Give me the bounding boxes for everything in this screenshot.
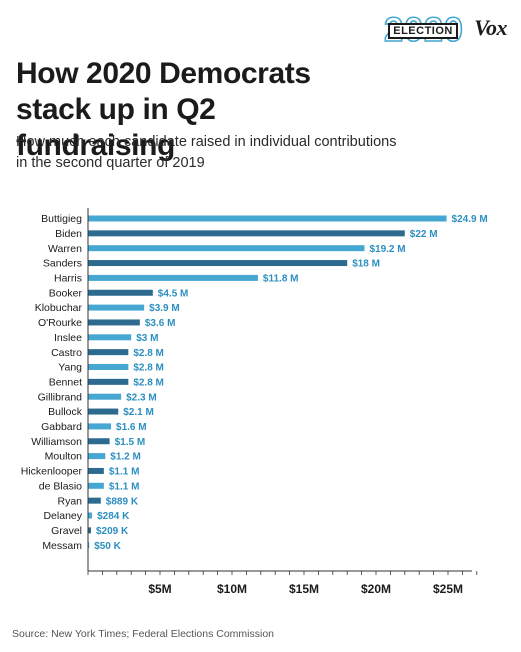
data-label: $889 K bbox=[106, 496, 139, 507]
category-label: Gabbard bbox=[41, 421, 82, 433]
category-label: O'Rourke bbox=[38, 317, 82, 329]
chart-subtitle: How much each candidate raised in indivi… bbox=[16, 134, 397, 171]
bar bbox=[88, 289, 153, 296]
data-label: $2.8 M bbox=[133, 363, 164, 374]
bar bbox=[88, 438, 110, 445]
bar bbox=[88, 304, 145, 311]
category-label: Ryan bbox=[57, 495, 82, 507]
logo-2020: 2020 ELECTION bbox=[382, 10, 466, 46]
x-tick-label: $25M bbox=[433, 582, 463, 596]
data-label: $3.6 M bbox=[145, 318, 176, 329]
category-label: Hickenlooper bbox=[21, 466, 83, 478]
data-label: $2.8 M bbox=[133, 377, 164, 388]
vox-logo: Vox bbox=[474, 15, 507, 40]
data-label: $2.3 M bbox=[126, 392, 157, 403]
data-label: $1.1 M bbox=[109, 467, 140, 478]
category-label: Gravel bbox=[51, 525, 82, 537]
bar bbox=[88, 527, 92, 534]
category-label: Biden bbox=[55, 228, 82, 240]
data-label: $11.8 M bbox=[263, 274, 299, 285]
x-tick-label: $20M bbox=[361, 582, 391, 596]
logo-election-word: ELECTION bbox=[388, 23, 458, 39]
bar bbox=[88, 467, 104, 474]
category-label: Sanders bbox=[43, 258, 82, 270]
data-label: $22 M bbox=[410, 229, 438, 240]
category-label: Inslee bbox=[54, 332, 82, 344]
category-label: Gillibrand bbox=[38, 391, 83, 403]
data-label: $2.8 M bbox=[133, 348, 164, 359]
bar bbox=[88, 215, 447, 222]
data-label: $24.9 M bbox=[452, 214, 488, 225]
data-label: $1.5 M bbox=[115, 437, 146, 448]
data-label: $4.5 M bbox=[158, 288, 189, 299]
data-label: $1.2 M bbox=[110, 452, 141, 463]
category-label: Warren bbox=[48, 243, 82, 255]
category-label: Buttigieg bbox=[41, 213, 82, 225]
category-label: Delaney bbox=[43, 510, 82, 522]
data-label: $3.9 M bbox=[149, 303, 180, 314]
category-label: Messam bbox=[42, 540, 82, 552]
category-label: Yang bbox=[58, 362, 82, 374]
data-label: $209 K bbox=[96, 526, 129, 537]
category-label: Williamson bbox=[31, 436, 82, 448]
data-label: $284 K bbox=[97, 511, 130, 522]
election-logo: 2020 ELECTION Vox bbox=[382, 10, 508, 46]
bar-chart: Buttigieg $24.9 M Biden $22 M Warren $19.2 M S… bbox=[21, 208, 488, 596]
category-label: de Blasio bbox=[39, 480, 82, 492]
bar bbox=[88, 230, 405, 237]
category-label: Bennet bbox=[49, 376, 82, 388]
bar bbox=[88, 378, 129, 385]
x-tick-label: $5M bbox=[148, 582, 171, 596]
bar bbox=[88, 319, 140, 326]
bar bbox=[88, 274, 258, 281]
bar bbox=[88, 423, 112, 430]
x-tick-label: $15M bbox=[289, 582, 319, 596]
category-label: Moulton bbox=[45, 451, 83, 463]
bar bbox=[88, 349, 129, 356]
data-label: $1.6 M bbox=[116, 422, 147, 433]
bar bbox=[88, 408, 119, 415]
bar bbox=[88, 512, 93, 519]
category-label: Bullock bbox=[48, 406, 83, 418]
bar bbox=[88, 497, 101, 504]
data-label: $19.2 M bbox=[369, 244, 405, 255]
data-label: $3 M bbox=[136, 333, 158, 344]
bar bbox=[88, 453, 106, 460]
bar bbox=[88, 482, 104, 489]
data-label: $18 M bbox=[352, 259, 380, 270]
category-label: Harris bbox=[54, 273, 82, 285]
bar bbox=[88, 260, 348, 267]
data-label: $50 K bbox=[94, 541, 121, 552]
data-label: $1.1 M bbox=[109, 481, 140, 492]
data-label: $2.1 M bbox=[123, 407, 154, 418]
category-label: Booker bbox=[49, 287, 83, 299]
bar bbox=[88, 364, 129, 370]
source-note: Source: New York Times; Federal Election… bbox=[12, 628, 275, 640]
bar bbox=[88, 393, 122, 400]
category-label: Klobuchar bbox=[35, 302, 83, 314]
x-tick-label: $10M bbox=[217, 582, 247, 596]
category-label: Castro bbox=[51, 347, 82, 359]
chart-title: How 2020 Democrats stack up in Q2 fundra… bbox=[16, 57, 311, 162]
bar bbox=[88, 245, 365, 252]
bar bbox=[88, 542, 90, 549]
bar bbox=[88, 334, 132, 341]
